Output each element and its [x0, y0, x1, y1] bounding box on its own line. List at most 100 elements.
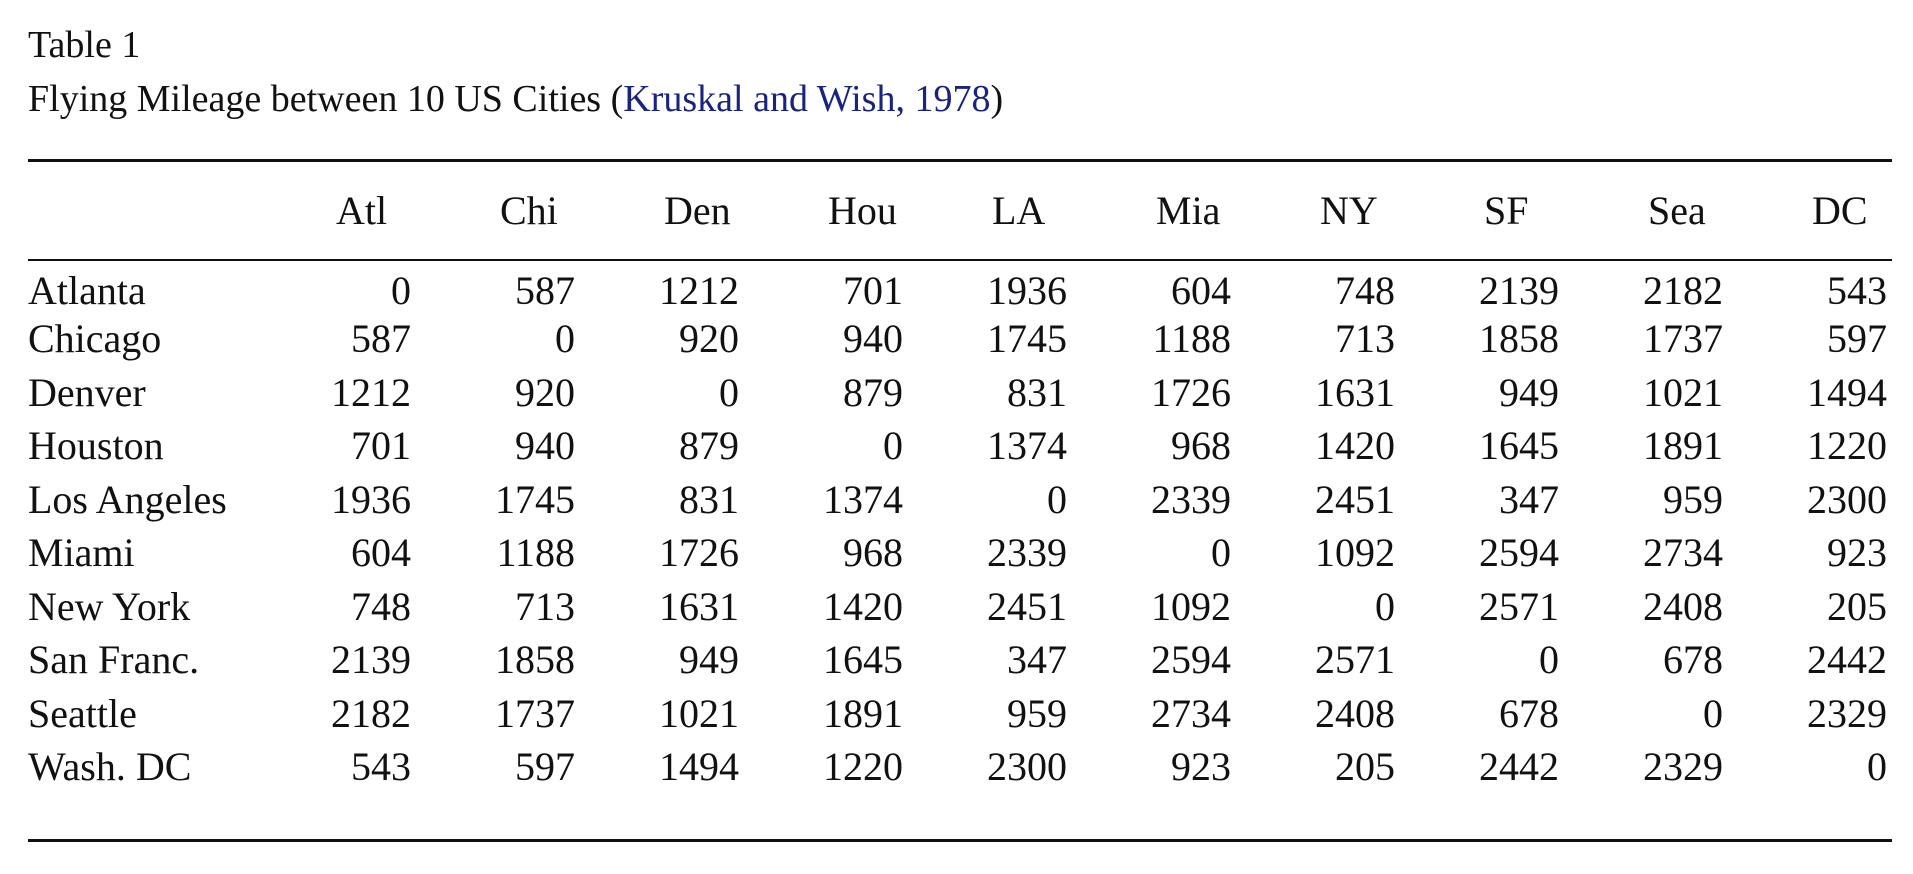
table-cell: 2329: [1643, 744, 1723, 790]
table-cell: 678: [1499, 690, 1559, 736]
table-cell: 949: [1499, 369, 1559, 415]
table-title-close: ): [990, 78, 1004, 120]
table-cell: 2451: [1315, 476, 1395, 522]
table-cell: 748: [1335, 267, 1395, 313]
table-cell: 1494: [659, 744, 739, 790]
table-cell: 940: [843, 316, 903, 362]
table-cell: 1936: [987, 267, 1067, 313]
table-cell: 1220: [823, 744, 903, 790]
table-cell: 1737: [1643, 316, 1723, 362]
row-header: Denver: [28, 369, 146, 415]
table-cell: 604: [351, 530, 411, 576]
table-cell: 1631: [659, 583, 739, 629]
table-cell: 1188: [496, 530, 575, 576]
table-cell: 748: [351, 583, 411, 629]
corner-cell: [28, 162, 259, 259]
table-cell: 543: [351, 744, 411, 790]
table-cell: 1745: [987, 316, 1067, 362]
table-cell: 597: [1827, 316, 1887, 362]
table-cell: 1858: [495, 637, 575, 683]
table-cell: 1092: [1151, 583, 1231, 629]
table-cell: 2182: [331, 690, 411, 736]
table-cell: 2139: [331, 637, 411, 683]
column-header: Chi: [500, 188, 558, 233]
table-cell: 2300: [1807, 476, 1887, 522]
table-cell: 0: [1867, 744, 1887, 790]
table-cell: 1858: [1479, 316, 1559, 362]
table-cell: 1420: [823, 583, 903, 629]
table-cell: 2300: [987, 744, 1067, 790]
row-header: Seattle: [28, 690, 137, 736]
table-cell: 0: [1703, 690, 1723, 736]
table-cell: 1092: [1315, 530, 1395, 576]
table-cell: 1631: [1315, 369, 1395, 415]
table-cell: 0: [1047, 476, 1067, 522]
table-cell: 2734: [1643, 530, 1723, 576]
table-cell: 968: [1171, 423, 1231, 469]
table-cell: 923: [1171, 744, 1231, 790]
table-row: Seattle 2182 1737 1021 1891 959 2734 2408 678 0 23…: [28, 687, 1899, 741]
table-cell: 1374: [823, 476, 903, 522]
table-cell: 1420: [1315, 423, 1395, 469]
table-cell: 1212: [659, 267, 739, 313]
table-cell: 713: [1335, 316, 1395, 362]
table-caption: Table 1 Flying Mileage between 10 US Cit…: [28, 18, 1003, 126]
table-cell: 1745: [495, 476, 575, 522]
column-header: SF: [1484, 188, 1529, 233]
row-header: New York: [28, 583, 191, 629]
table-cell: 604: [1171, 267, 1231, 313]
table-cell: 2451: [987, 583, 1067, 629]
table-cell: 920: [679, 316, 739, 362]
table-cell: 1188: [1152, 316, 1231, 362]
column-header: LA: [992, 188, 1046, 233]
table-cell: 940: [515, 423, 575, 469]
row-header: Wash. DC: [28, 744, 192, 790]
table-cell: 1374: [987, 423, 1067, 469]
table-label: Table 1: [28, 24, 141, 66]
table-cell: 1212: [331, 369, 411, 415]
table-cell: 205: [1827, 583, 1887, 629]
row-header: Chicago: [28, 316, 162, 362]
table-cell: 713: [515, 583, 575, 629]
table-cell: 2139: [1479, 267, 1559, 313]
mileage-table: Atl Chi Den Hou LA Mia NY SF Sea DC Atla…: [28, 162, 1899, 794]
table-cell: 347: [1499, 476, 1559, 522]
table-cell: 1936: [331, 476, 411, 522]
table-row: Miami 604 1188 1726 968 2339 0 1092 2594 2734 923: [28, 527, 1899, 581]
table-cell: 920: [515, 369, 575, 415]
table-cell: 597: [515, 744, 575, 790]
table-cell: 678: [1663, 637, 1723, 683]
table-title-text: Flying Mileage between 10 US Cities (: [28, 78, 624, 120]
table-cell: 879: [843, 369, 903, 415]
table-body: Atlanta 0 587 1212 701 1936 604 748 2139 2182 543 C…: [28, 259, 1899, 794]
table-cell: 347: [1007, 637, 1067, 683]
column-header: Sea: [1648, 188, 1706, 233]
table-row: Wash. DC 543 597 1494 1220 2300 923 205 2442 2329…: [28, 741, 1899, 795]
table-cell: 1494: [1807, 369, 1887, 415]
table-cell: 587: [515, 267, 575, 313]
column-header: DC: [1812, 188, 1868, 233]
table-cell: 587: [351, 316, 411, 362]
table-cell: 1021: [1643, 369, 1723, 415]
table-row: Houston 701 940 879 0 1374 968 1420 1645 1891 1220: [28, 420, 1899, 474]
table-cell: 543: [1827, 267, 1887, 313]
table-cell: 968: [843, 530, 903, 576]
table-cell: 0: [1375, 583, 1395, 629]
table-row: Atlanta 0 587 1212 701 1936 604 748 2139 2182 543: [28, 259, 1899, 313]
column-header: Hou: [828, 188, 897, 233]
table-cell: 2339: [1151, 476, 1231, 522]
citation-link[interactable]: Kruskal and Wish, 1978: [623, 78, 991, 120]
table-cell: 2571: [1315, 637, 1395, 683]
table-cell: 1645: [1479, 423, 1559, 469]
table-cell: 1891: [1643, 423, 1723, 469]
table-cell: 205: [1335, 744, 1395, 790]
bottom-rule: [28, 839, 1892, 842]
table-cell: 2594: [1479, 530, 1559, 576]
table-cell: 0: [391, 267, 411, 313]
table-cell: 1220: [1807, 423, 1887, 469]
table-cell: 1891: [823, 690, 903, 736]
table-cell: 2594: [1151, 637, 1231, 683]
table-cell: 0: [883, 423, 903, 469]
table-title: Flying Mileage between 10 US Cities (Kru…: [28, 72, 1003, 126]
column-header: NY: [1320, 188, 1378, 233]
